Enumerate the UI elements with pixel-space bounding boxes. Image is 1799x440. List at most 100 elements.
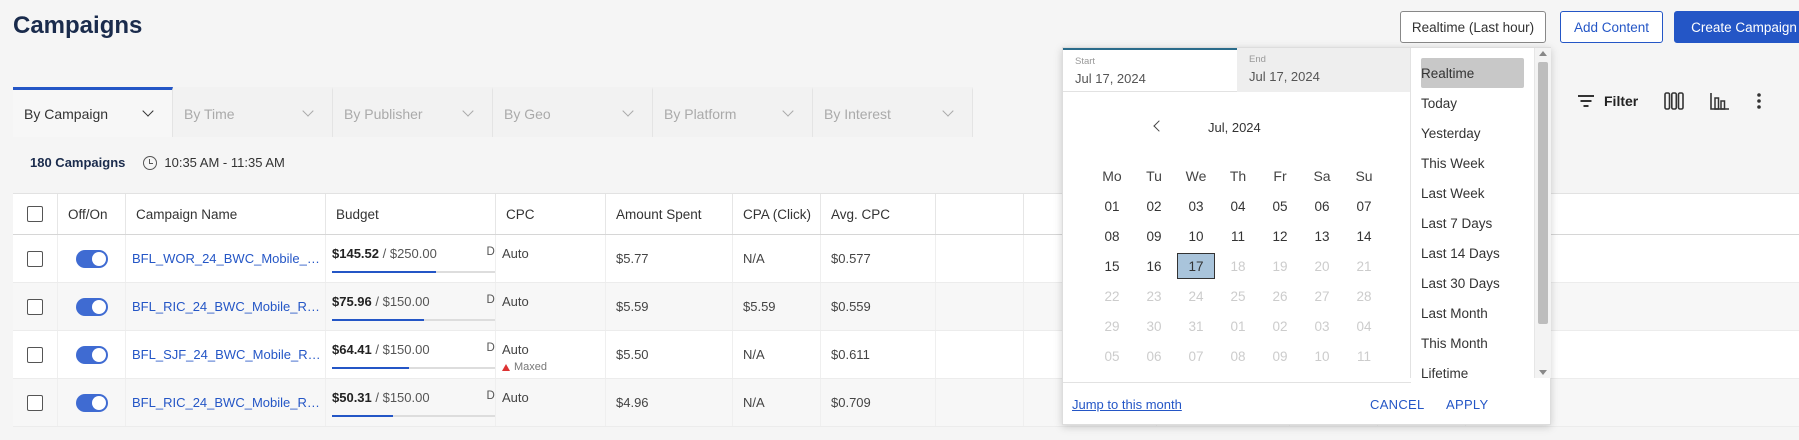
campaign-toggle[interactable] [75, 393, 108, 412]
realtime-button[interactable]: Realtime (Last hour) [1400, 11, 1546, 43]
budget-progress-fill [332, 319, 424, 321]
avg-cpc: $0.611 [831, 347, 870, 362]
chevron-down-icon [142, 105, 154, 117]
preset-option[interactable]: Last 30 Days [1421, 275, 1500, 291]
column-header[interactable] [13, 194, 58, 234]
preset-scrollbar[interactable] [1534, 48, 1551, 378]
cpa-click: N/A [743, 251, 765, 266]
bar-chart-icon[interactable] [1710, 92, 1730, 110]
row-checkbox[interactable] [27, 346, 43, 363]
add-content-button[interactable]: Add Content [1560, 11, 1663, 43]
cancel-button[interactable]: CANCEL [1370, 397, 1425, 412]
campaign-name-link[interactable]: BFL_WOR_24_BWC_Mobile_RON_... [132, 251, 325, 266]
cpc-value: Auto [502, 342, 529, 357]
calendar-day[interactable]: 16 [1146, 258, 1162, 274]
date-range-picker: Start Jul 17, 2024 End Jul 17, 2024 Jul,… [1062, 47, 1551, 425]
scroll-up-icon[interactable] [1539, 51, 1547, 56]
calendar-day[interactable]: 01 [1104, 198, 1120, 214]
table-cell: BFL_RIC_24_BWC_Mobile_RON_M... [126, 379, 326, 426]
calendar-day[interactable]: 10 [1188, 228, 1204, 244]
preset-option[interactable]: Last Week [1421, 185, 1485, 201]
calendar-day[interactable]: 13 [1314, 228, 1330, 244]
start-date-field[interactable]: Start Jul 17, 2024 [1063, 48, 1237, 92]
preset-option[interactable]: This Week [1421, 155, 1485, 171]
preset-option[interactable]: Lifetime [1421, 365, 1469, 379]
campaign-name-link[interactable]: BFL_SJF_24_BWC_Mobile_RON_MC [132, 347, 325, 362]
tab-label: By Geo [504, 105, 551, 122]
preset-option[interactable]: Realtime [1421, 58, 1524, 88]
preset-option[interactable]: Yesterday [1421, 125, 1481, 141]
end-date-field[interactable]: End Jul 17, 2024 [1237, 48, 1411, 92]
table-cell [936, 379, 1024, 426]
create-campaign-button[interactable]: Create Campaign [1674, 11, 1799, 43]
calendar-day[interactable]: 09 [1146, 228, 1162, 244]
calendar-day[interactable]: 11 [1230, 228, 1245, 244]
calendar-day[interactable]: 14 [1356, 228, 1372, 244]
row-checkbox[interactable] [27, 250, 43, 267]
campaign-count: 180 Campaigns [30, 155, 126, 170]
budget-amount: $145.52 / $250.00 [332, 246, 437, 261]
campaign-toggle[interactable] [75, 345, 108, 364]
weekday-label: Tu [1146, 168, 1162, 184]
more-vertical-icon[interactable] [1756, 92, 1762, 110]
row-checkbox[interactable] [27, 394, 43, 411]
budget-spent: $50.31 [332, 390, 372, 405]
calendar-day[interactable]: 05 [1272, 198, 1288, 214]
column-header: Amount Spent [606, 194, 733, 234]
tab-by-interest[interactable]: By Interest [813, 87, 973, 137]
columns-icon[interactable] [1664, 92, 1685, 110]
preset-option[interactable]: Last Month [1421, 305, 1488, 321]
calendar-day[interactable]: 02 [1146, 198, 1162, 214]
calendar-day[interactable]: 08 [1104, 228, 1120, 244]
page-title: Campaigns [13, 12, 143, 39]
budget-progress-fill [332, 415, 394, 417]
row-checkbox[interactable] [27, 298, 43, 315]
table-cell [58, 331, 126, 378]
calendar-day[interactable]: 07 [1356, 198, 1372, 214]
tab-label: By Publisher [344, 105, 423, 122]
scroll-down-icon[interactable] [1539, 370, 1547, 375]
apply-button[interactable]: APPLY [1446, 397, 1489, 412]
calendar-day[interactable]: 15 [1104, 258, 1120, 274]
tab-by-time[interactable]: By Time [173, 87, 333, 137]
weekday-label: Su [1355, 168, 1373, 184]
time-range: 10:35 AM - 11:35 AM [164, 155, 285, 170]
calendar-day: 05 [1104, 348, 1120, 364]
calendar-day[interactable]: 17 [1177, 253, 1215, 279]
column-header: Avg. CPC [821, 194, 936, 234]
select-all-checkbox[interactable] [27, 206, 43, 222]
campaign-name-link[interactable]: BFL_RIC_24_BWC_Mobile_RON_M... [132, 395, 325, 410]
filter-button[interactable]: Filter [1578, 93, 1638, 109]
scrollbar-thumb[interactable] [1538, 62, 1548, 324]
preset-option[interactable]: This Month [1421, 335, 1488, 351]
calendar-day: 19 [1272, 258, 1288, 274]
avg-cpc: $0.577 [831, 251, 871, 266]
calendar-day: 06 [1146, 348, 1162, 364]
chevron-left-icon[interactable] [1153, 120, 1165, 132]
calendar-day[interactable]: 04 [1230, 198, 1246, 214]
budget-amount: $75.96 / $150.00 [332, 294, 430, 309]
table-cell: Auto Maxed [496, 331, 606, 378]
preset-option[interactable]: Last 14 Days [1421, 245, 1500, 261]
calendar-day: 29 [1104, 318, 1120, 334]
tab-by-campaign[interactable]: By Campaign [13, 87, 173, 137]
calendar-day: 21 [1356, 258, 1372, 274]
jump-to-month-link[interactable]: Jump to this month [1072, 397, 1182, 412]
campaign-toggle[interactable] [75, 249, 108, 268]
preset-option[interactable]: Last 7 Days [1421, 215, 1493, 231]
preset-option[interactable]: Today [1421, 95, 1458, 111]
tab-by-platform[interactable]: By Platform [653, 87, 813, 137]
budget-progress [332, 367, 495, 369]
tab-by-geo[interactable]: By Geo [493, 87, 653, 137]
filter-icon [1578, 95, 1594, 107]
amount-spent: $5.50 [616, 347, 649, 362]
maxed-label: Maxed [514, 361, 548, 373]
calendar-day[interactable]: 06 [1314, 198, 1330, 214]
table-cell: Auto [496, 379, 606, 426]
tab-by-publisher[interactable]: By Publisher [333, 87, 493, 137]
calendar-grid: Mo Tu We Th Fr Sa Su 01 02 03 04 05 06 07 08 09 10 11 12 13… [1091, 161, 1385, 371]
calendar-day[interactable]: 03 [1188, 198, 1204, 214]
campaign-toggle[interactable] [75, 297, 108, 316]
calendar-day[interactable]: 12 [1272, 228, 1288, 244]
campaign-name-link[interactable]: BFL_RIC_24_BWC_Mobile_RON_MC [132, 299, 325, 314]
